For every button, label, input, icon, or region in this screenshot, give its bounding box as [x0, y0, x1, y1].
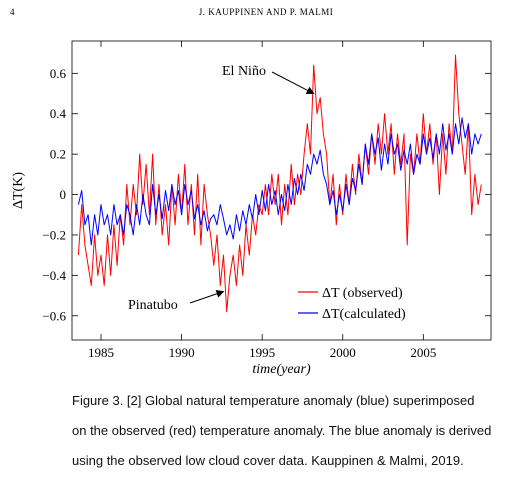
- caption-line-2: on the observed (red) temperature anomal…: [72, 423, 492, 438]
- annotation-text-pinatubo: Pinatubo: [128, 298, 178, 313]
- y-tick-label: 0.6: [50, 66, 67, 81]
- y-tick-label: 0.2: [50, 147, 66, 162]
- annotation-arrow: [189, 290, 225, 304]
- y-tick-label: −0.4: [42, 268, 66, 283]
- legend-label: ΔT (observed): [322, 286, 403, 301]
- y-tick-label: 0.4: [50, 106, 67, 121]
- y-tick-label: −0.6: [42, 308, 66, 323]
- series-line-calculated: [77, 117, 482, 246]
- x-axis-label: time(year): [252, 362, 311, 377]
- legend-label: ΔT(calculated): [322, 307, 406, 322]
- running-head: J. KAUPPINEN AND P. MALMI: [198, 7, 334, 17]
- temperature-anomaly-chart: 1985 1990 1995 2000 2005 −0.6 −0.4 −0.2 0 0.2 0.4 0…: [11, 40, 492, 377]
- y-axis-label: ΔT(K): [11, 172, 26, 209]
- figure-caption: Figure 3. [2] Global natural temperature…: [72, 386, 522, 476]
- x-tick-label: 1990: [169, 345, 195, 360]
- x-tick-label: 1995: [249, 345, 275, 360]
- caption-line-3: using the observed low cloud cover data.…: [72, 453, 464, 468]
- legend: ΔT (observed) ΔT(calculated): [298, 286, 406, 322]
- x-tick-label: 1985: [88, 345, 114, 360]
- y-tick-label: 0: [60, 187, 67, 202]
- y-tick-label: −0.2: [42, 227, 66, 242]
- x-tick-label: 2000: [330, 345, 356, 360]
- plot-frame: [71, 40, 492, 341]
- caption-line-1: Figure 3. [2] Global natural temperature…: [72, 393, 475, 408]
- series-line-observed: [77, 54, 482, 313]
- annotation-layer: El Niño Pinatubo: [128, 64, 315, 313]
- annotation-text-el-nino: El Niño: [222, 64, 266, 79]
- annotation-arrow: [271, 71, 315, 94]
- page-number: 4: [10, 7, 15, 17]
- tick-layer: 1985 1990 1995 2000 2005 −0.6 −0.4 −0.2 0 0.2 0.4 0…: [42, 41, 491, 360]
- series-layer: [77, 54, 482, 313]
- x-tick-label: 2005: [410, 345, 436, 360]
